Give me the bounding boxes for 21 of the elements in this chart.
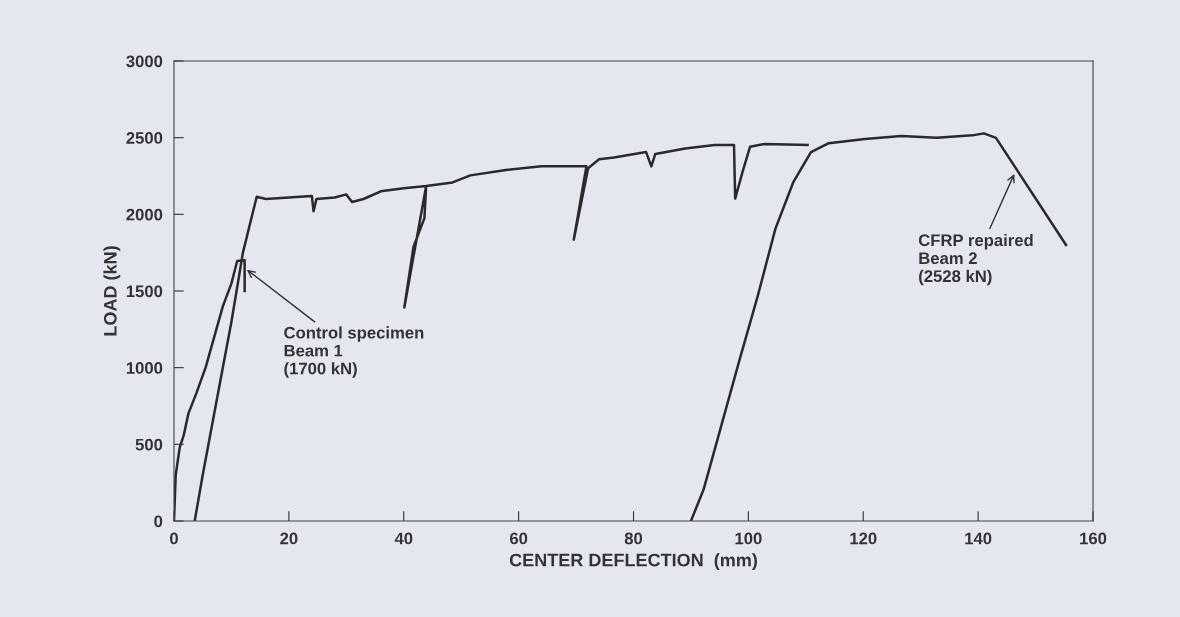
x-tick-label: 20 — [280, 532, 298, 545]
x-tick-label: 160 — [1080, 532, 1107, 545]
x-tick-label: 80 — [624, 532, 643, 545]
x-axis-title: CENTER DEFLECTION (mm) — [509, 553, 757, 571]
y-tick-label: 3000 — [126, 55, 163, 68]
y-tick-label: 2000 — [126, 208, 163, 221]
x-tick-label: 40 — [394, 532, 413, 545]
y-axis-title: LOAD (kN) — [103, 246, 121, 336]
y-tick-label: 1500 — [126, 285, 163, 298]
y-tick-label: 0 — [154, 515, 163, 528]
annotation: CFRP repaired Beam 2 (2528 kN) — [918, 233, 1033, 286]
annotation: Control specimen Beam 1 (1700 kN) — [284, 326, 424, 378]
y-tick-label: 1000 — [126, 362, 163, 374]
y-tick-label: 500 — [135, 438, 163, 451]
line-series — [689, 132, 1068, 521]
x-tick-label: 120 — [850, 532, 877, 545]
x-tick-label: 0 — [170, 532, 178, 545]
x-tick-label: 140 — [965, 532, 992, 545]
y-tick-label: 2500 — [126, 132, 163, 144]
x-tick-label: 100 — [735, 532, 762, 545]
x-tick-label: 60 — [509, 532, 528, 545]
